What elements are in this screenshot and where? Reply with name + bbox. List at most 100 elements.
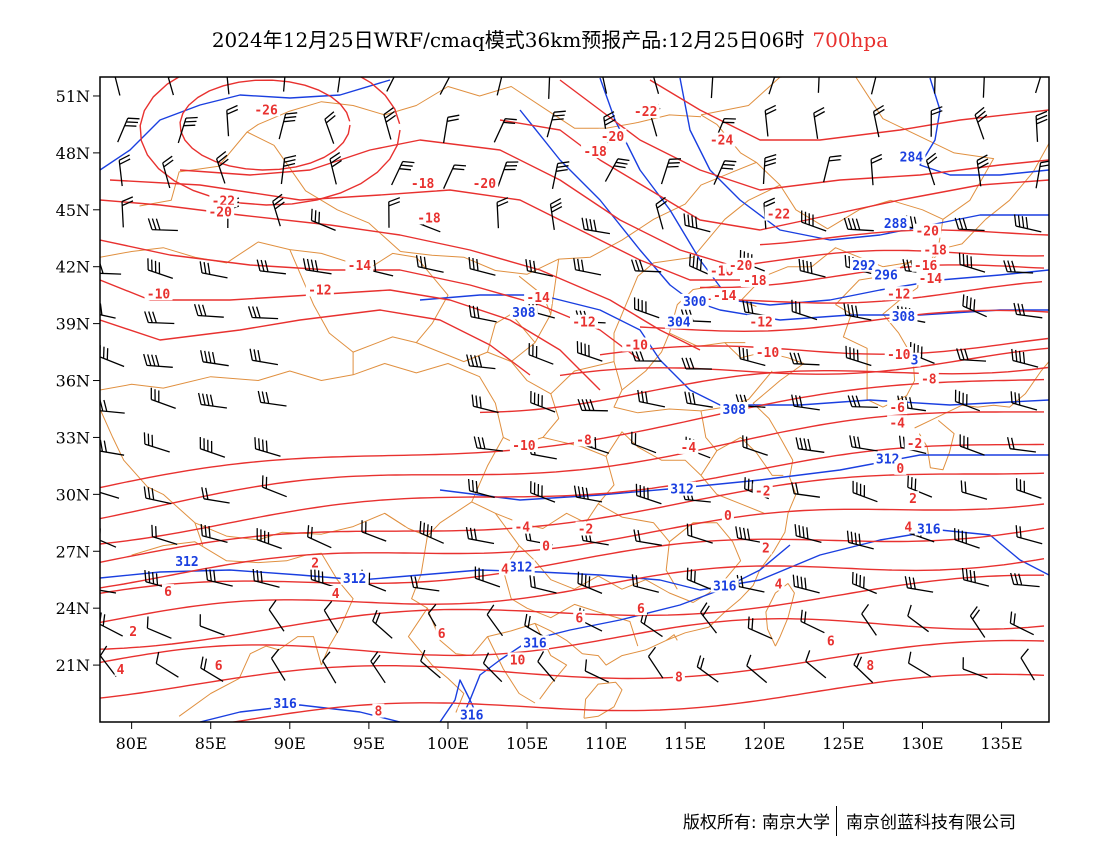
temperature-label: -20 xyxy=(601,130,625,145)
wind-barb xyxy=(696,655,719,683)
wind-barb xyxy=(117,117,140,143)
wind-barb xyxy=(474,566,501,588)
wind-barb xyxy=(118,154,131,187)
wind-barb xyxy=(247,306,279,320)
wind-barb xyxy=(795,437,825,453)
temperature-label: -4 xyxy=(681,441,697,456)
axis-layer: 80E 85E 90E 95E 100E 105E 110E 115E 120E 125E 130E… xyxy=(56,87,1023,753)
wind-barb xyxy=(100,612,123,637)
wind-barb xyxy=(870,153,883,186)
temperature-label-bg xyxy=(575,521,596,536)
temperature-label: -18 xyxy=(743,274,767,289)
wind-barb xyxy=(215,150,229,184)
geopotential-label: 296 xyxy=(874,268,898,283)
wind-barb xyxy=(525,259,554,277)
wind-barb xyxy=(497,161,519,187)
wind-barb xyxy=(100,491,120,499)
geopotential-label-bg xyxy=(520,635,549,650)
temperature-contour xyxy=(139,77,401,206)
temperature-contour xyxy=(599,337,1049,356)
wind-barb xyxy=(764,104,777,137)
temperature-contour-layer xyxy=(100,77,1049,722)
wind-barb xyxy=(551,161,570,190)
wind-barb xyxy=(735,394,766,408)
lat-tick-label: 39N xyxy=(56,315,90,334)
wind-barb xyxy=(798,258,826,278)
wind-barb xyxy=(686,567,712,590)
temperature-label-bg xyxy=(372,703,385,718)
geopotential-contour xyxy=(599,77,1049,306)
wind-barb xyxy=(686,523,713,544)
temperature-label-bg xyxy=(752,483,773,498)
wind-barb xyxy=(1003,260,1034,274)
temperature-label-bg xyxy=(524,290,553,305)
wind-barb xyxy=(789,352,820,366)
wind-barb xyxy=(528,343,554,365)
wind-barb xyxy=(904,576,934,593)
wind-barb xyxy=(851,571,877,595)
wind-barb xyxy=(962,294,987,318)
temperature-contour xyxy=(100,618,1045,664)
temperature-label: -18 xyxy=(411,177,435,192)
geopotential-label: 284 xyxy=(900,151,924,166)
geopotential-label: 304 xyxy=(667,316,691,331)
temperature-contour xyxy=(179,79,351,171)
temperature-label-bg xyxy=(726,257,755,272)
temperature-label-bg xyxy=(598,128,627,143)
temperature-label-bg xyxy=(772,576,785,591)
geopotential-contour xyxy=(679,77,1049,241)
temperature-label: -22 xyxy=(767,208,790,223)
wind-barb xyxy=(1035,160,1049,189)
temperature-label-bg xyxy=(573,610,586,625)
wind-barb xyxy=(100,589,117,594)
wind-barb xyxy=(493,118,517,143)
temperature-contour xyxy=(739,249,1045,267)
wind-barb xyxy=(954,217,985,232)
geopotential-label-bg xyxy=(849,257,878,272)
temperature-label-bg xyxy=(631,104,660,119)
temperature-label: 6 xyxy=(164,585,172,600)
border-line xyxy=(700,77,781,116)
wind-barb xyxy=(762,153,777,185)
wind-barb xyxy=(633,529,662,546)
temperature-label-bg xyxy=(753,345,782,360)
temperature-contour xyxy=(100,443,1045,545)
wind-barb xyxy=(370,651,386,684)
wind-barb xyxy=(100,345,125,368)
temperature-label-bg xyxy=(824,633,837,648)
temperature-label-bg xyxy=(884,286,913,301)
wind-barb xyxy=(199,261,228,279)
wind-barb xyxy=(852,480,878,503)
lon-tick-label: 135E xyxy=(980,734,1022,753)
wind-barb xyxy=(257,390,287,407)
geopotential-label-bg xyxy=(889,309,918,324)
wind-barb xyxy=(794,524,822,544)
temperature-contour xyxy=(100,199,701,351)
wind-barb xyxy=(631,574,659,593)
temperature-label: 6 xyxy=(575,612,583,627)
wind-barb xyxy=(805,650,827,679)
wind-barb xyxy=(577,398,608,412)
wind-barb xyxy=(974,106,988,140)
temperature-label: -18 xyxy=(583,145,607,160)
wind-barb xyxy=(581,217,611,235)
lat-tick-label: 51N xyxy=(56,87,90,106)
temperature-label: 6 xyxy=(637,602,645,617)
temperature-label-bg xyxy=(114,661,127,676)
wind-barb xyxy=(1013,214,1042,233)
temperature-label-bg xyxy=(540,538,553,553)
wind-barb xyxy=(960,480,988,500)
temperature-label-bg xyxy=(747,314,776,329)
wind-barb xyxy=(1015,525,1043,545)
wind-barb xyxy=(100,439,125,456)
temperature-label: -12 xyxy=(308,283,331,298)
geopotential-contour xyxy=(100,529,1049,591)
border-line xyxy=(669,332,746,347)
temperature-label: -14 xyxy=(526,291,550,306)
lon-tick-label: 110E xyxy=(585,734,627,753)
wind-barb xyxy=(907,604,929,633)
wind-barb xyxy=(573,258,602,276)
border-line xyxy=(700,436,784,476)
wind-barb xyxy=(100,528,117,548)
temperature-label: -6 xyxy=(889,401,905,416)
